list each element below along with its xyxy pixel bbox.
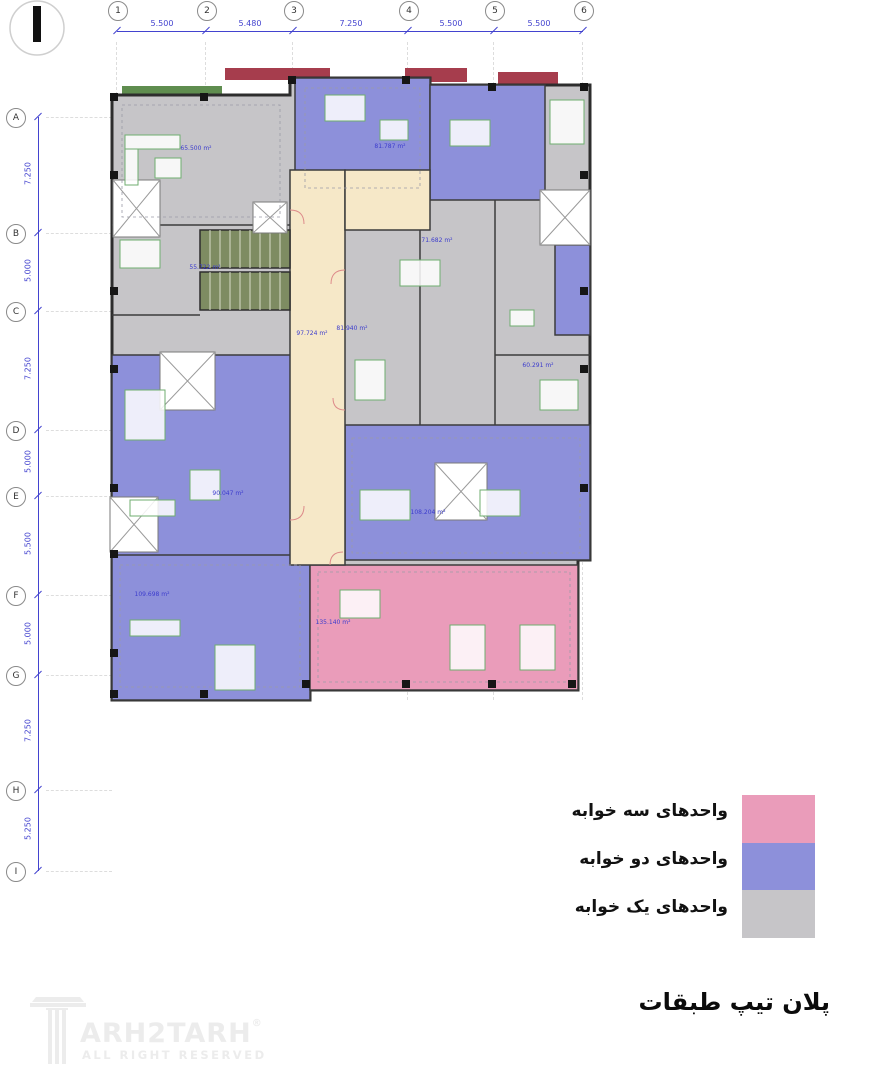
area-label: 81.940 m² [336,325,368,332]
dim-label: 7.250 [339,19,363,28]
logo-wordmark: ARH2TARH® [80,1018,263,1049]
dim-label: 5.500 [150,19,174,28]
grid-bubble-D: D [6,421,26,441]
stair-core [199,229,291,311]
grid-line-A [46,117,112,118]
area-label: 81.787 m² [374,143,406,150]
columns [110,76,588,698]
dim-label: 5.000 [23,259,33,282]
page-title: پلان تیپ طبقات [638,988,830,1016]
grid-line-E [46,496,112,497]
grid-bubble-B: B [6,224,26,244]
grid-line-H [46,790,112,791]
grid-line-F [46,595,112,596]
green-planter [122,86,222,95]
legend-swatch-three-bedroom [742,795,815,843]
legend-swatch-one-bedroom [742,890,815,938]
top-dimension-line [117,31,583,32]
area-labels: 65.500 m² 55.722 m² 81.787 m² 71.682 m² … [135,143,555,626]
legend-swatches [742,795,815,938]
dim-label: 5.500 [527,19,551,28]
grid-line-C [46,311,112,312]
corridor [289,169,346,566]
legend-label-two-bedroom: واحدهای دو خوابه [579,849,728,869]
grid-line-G [46,675,112,676]
grid-bubble-1: 1 [108,1,128,21]
grid-line-D [46,430,112,431]
grid-bubble-H: H [6,781,26,801]
dim-label: 5.500 [23,532,33,555]
legend-label-one-bedroom: واحدهای یک خوابه [574,897,728,917]
furniture [119,94,585,691]
legend-swatch-two-bedroom [742,843,815,890]
legend-label-three-bedroom: واحدهای سه خوابه [571,801,728,821]
north-indicator-icon [9,0,65,56]
flower-planter [498,72,558,84]
grid-line-B [46,233,112,234]
dim-label: 7.250 [23,162,33,185]
area-label: 71.682 m² [421,237,453,244]
dim-label: 5.000 [23,622,33,645]
dim-label: 7.250 [23,357,33,380]
area-label: 97.724 m² [296,330,328,337]
dim-label: 5.250 [23,817,33,840]
area-label: 135.140 m² [316,619,352,626]
area-label: 90.047 m² [212,490,244,497]
room-outlines [119,87,581,688]
dim-label: 5.500 [439,19,463,28]
grid-bubble-2: 2 [197,1,217,21]
grid-bubble-A: A [6,108,26,128]
area-label: 55.722 m² [189,264,221,271]
area-label: 109.698 m² [135,591,171,598]
dim-label: 7.250 [23,719,33,742]
grid-bubble-6: 6 [574,1,594,21]
dim-label: 5.000 [23,450,33,473]
column-icon [30,997,86,1064]
grid-line-I [46,871,112,872]
lobby [344,169,431,231]
area-label: 65.500 m² [180,145,212,152]
grid-bubble-I: I [6,862,26,882]
grid-bubble-4: 4 [399,1,419,21]
area-label: 60.291 m² [522,362,554,369]
grid-bubble-5: 5 [485,1,505,21]
logo-wordmark-text: ARH2TARH [80,1018,252,1049]
dim-label: 5.480 [238,19,262,28]
floor-plan: 65.500 m² 55.722 m² 81.787 m² 71.682 m² … [109,68,592,702]
grid-bubble-G: G [6,666,26,686]
logo: ARH2TARH® ALL RIGHT RESERVED [28,988,264,1078]
grid-bubble-E: E [6,487,26,507]
grid-bubble-3: 3 [284,1,304,21]
registered-mark: ® [251,1018,263,1029]
door-swings [289,209,346,566]
area-label: 108.204 m² [411,509,447,516]
grid-bubble-C: C [6,302,26,322]
logo-tagline: ALL RIGHT RESERVED [82,1048,267,1062]
grid-bubble-F: F [6,586,26,606]
